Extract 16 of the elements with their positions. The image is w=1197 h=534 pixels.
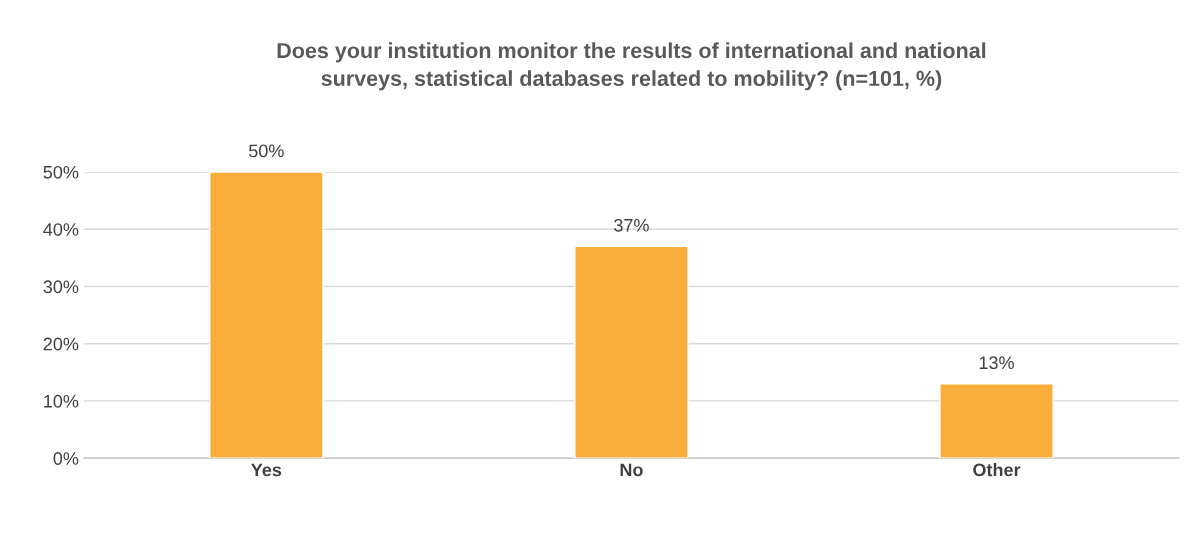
y-tick-label: 0% [53, 452, 79, 465]
x-tick-label: No [620, 463, 643, 477]
x-tick-label: Other [973, 463, 1021, 477]
data-label: 13% [979, 356, 1014, 370]
data-label: 37% [614, 218, 649, 232]
x-tick-label: Yes [251, 463, 282, 477]
y-tick-label: 20% [43, 337, 79, 351]
y-tick-label: 30% [43, 280, 79, 294]
y-tick-label: 40% [43, 223, 79, 236]
chart-title: Does your institution monitor the results of international and national surveys, statistical databases related to mobility? (n=101, %) [277, 42, 986, 91]
bar [939, 383, 1054, 459]
data-label: 50% [248, 144, 284, 158]
bar [574, 245, 689, 459]
y-tick-label: 50% [43, 165, 79, 179]
bar [209, 171, 324, 459]
y-tick-label: 10% [44, 394, 79, 408]
